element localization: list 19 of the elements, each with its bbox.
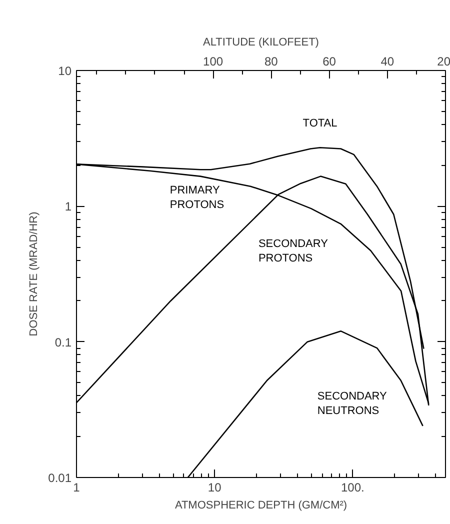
series-label: PRIMARY PROTONS xyxy=(170,184,224,211)
y-tick-label: 0.01 xyxy=(48,471,72,485)
x2-tick-label: 60 xyxy=(322,54,336,68)
y-tick-label: 0.1 xyxy=(54,335,72,350)
x2-tick-label: 40 xyxy=(380,54,394,68)
y-axis-title: DOSE RATE (MRAD/HR) xyxy=(28,212,40,336)
x2-tick-label: 100 xyxy=(203,54,224,68)
y-tick-label: 10 xyxy=(58,64,72,78)
series-label: SECONDARY NEUTRONS xyxy=(317,390,388,417)
series-label: SECONDARY PROTONS xyxy=(258,238,329,264)
x-axis-title: ATMOSPHERIC DEPTH (GM/CM²) xyxy=(174,500,348,512)
series-label: TOTAL xyxy=(302,118,338,130)
x2-tick-label: 80 xyxy=(264,54,278,68)
x-tick-label: 1 xyxy=(73,480,80,494)
x2-tick-label: 20 xyxy=(437,54,450,68)
y-tick-label: 1 xyxy=(64,200,72,214)
x-tick-label: 100. xyxy=(341,480,364,494)
x-tick-label: 10 xyxy=(208,480,222,494)
x2-axis-title: ALTITUDE (KILOFEET) xyxy=(203,36,319,48)
